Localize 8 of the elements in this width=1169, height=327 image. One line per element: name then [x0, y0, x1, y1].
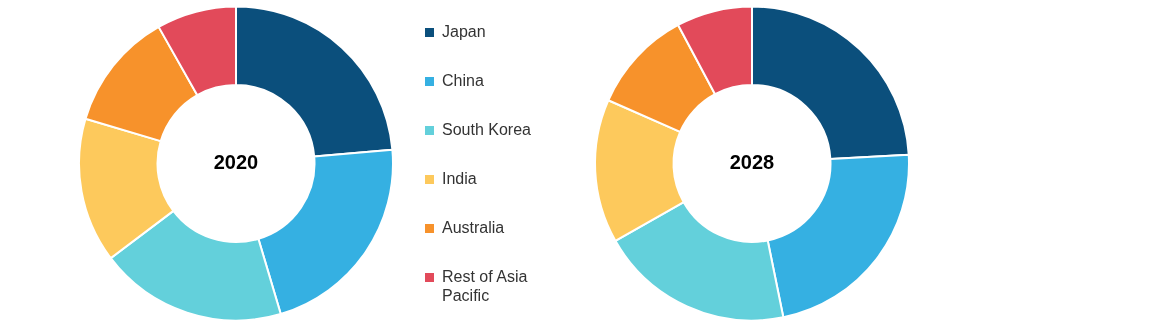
- slice-label: 2028: [729, 151, 775, 174]
- legend-label: Australia: [442, 218, 505, 237]
- legend-label: China: [442, 71, 484, 90]
- legend-label: Rest of Asia Pacific: [442, 267, 529, 305]
- legend-label: South Korea: [442, 120, 531, 139]
- legend-label: Japan: [442, 22, 486, 41]
- legend-label: India: [442, 169, 477, 188]
- slice-label: 2020: [213, 151, 259, 174]
